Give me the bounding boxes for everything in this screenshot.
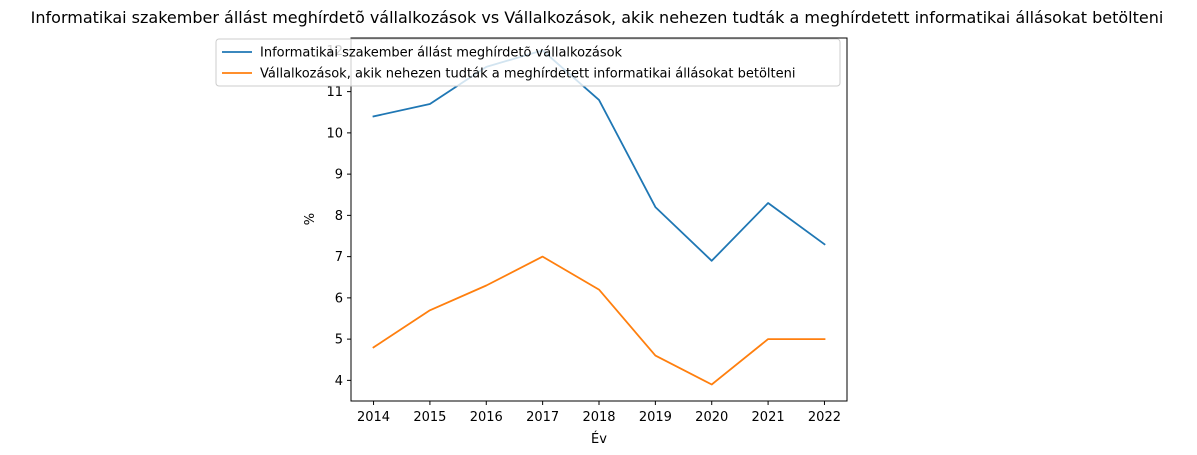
x-tick-label: 2022: [808, 410, 841, 425]
legend: Informatikai szakember állást meghírdetõ…: [215, 38, 841, 87]
y-tick-label: 10: [326, 126, 343, 141]
y-tick-label: 6: [335, 291, 343, 306]
y-axis-ticks: 456789101112: [326, 44, 351, 389]
x-tick-label: 2016: [470, 410, 503, 425]
y-tick-label: 9: [335, 168, 343, 183]
x-tick-label: 2019: [639, 410, 672, 425]
y-tick-label: 4: [335, 374, 343, 389]
series-line-2: [372, 255, 826, 386]
x-axis-ticks: 2014 2015 2016 2017 2018 2019 2020 2021 2022: [357, 401, 841, 425]
y-axis-label: %: [303, 213, 318, 225]
legend-box: [215, 38, 841, 87]
x-tick-label: 2014: [357, 410, 390, 425]
y-tick-label: 7: [335, 250, 343, 265]
y-tick-label: 8: [335, 209, 343, 224]
x-tick-label: 2017: [526, 410, 559, 425]
x-tick-label: 2015: [413, 410, 446, 425]
series-lines: [372, 49, 826, 386]
x-axis-label: Év: [591, 431, 607, 447]
legend-label-1: Informatikai szakember állást meghírdetõ…: [260, 46, 623, 61]
y-tick-label: 11: [326, 85, 343, 100]
x-tick-label: 2020: [695, 410, 728, 425]
series-line-1: [372, 49, 826, 262]
chart-title: Informatikai szakember állást meghírdetõ…: [31, 8, 1164, 27]
y-tick-label: 5: [335, 333, 343, 348]
legend-label-2: Vállalkozások, akik nehezen tudták a meg…: [260, 67, 795, 82]
x-tick-label: 2021: [752, 410, 785, 425]
plot-frame: [350, 37, 848, 402]
plot-area: 456789101112 201420152016201720182019202…: [326, 37, 848, 425]
x-tick-label: 2018: [582, 410, 615, 425]
